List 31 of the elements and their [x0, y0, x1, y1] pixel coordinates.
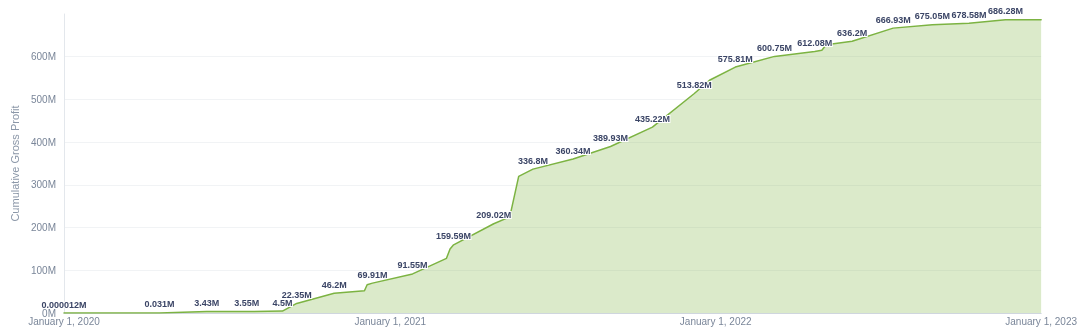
- data-label: 678.58M: [951, 9, 987, 20]
- y-tick-label: 100M: [30, 264, 56, 276]
- data-label: 91.55M: [397, 260, 428, 271]
- data-label: 612.08M: [797, 38, 833, 49]
- y-tick-label: 200M: [30, 222, 56, 234]
- data-label: 0.031M: [144, 299, 175, 310]
- data-label: 336.8M: [517, 155, 548, 166]
- x-tick-label: January 1, 2021: [354, 315, 427, 327]
- data-label: 360.34M: [555, 145, 591, 156]
- x-tick-label: January 1, 2022: [679, 315, 753, 327]
- data-label: 575.81M: [717, 53, 753, 64]
- y-tick-label: 600M: [30, 51, 56, 63]
- data-label: 46.2M: [321, 279, 347, 290]
- data-label: 69.91M: [357, 269, 388, 280]
- data-label: 0.000012M: [41, 299, 87, 310]
- y-axis-title: Cumulative Gross Profit: [8, 105, 21, 222]
- data-label: 389.93M: [593, 132, 629, 143]
- data-label: 675.05M: [914, 11, 950, 22]
- data-label: 636.2M: [837, 27, 868, 38]
- y-tick-label: 400M: [30, 136, 56, 148]
- data-label: 22.35M: [281, 289, 312, 300]
- data-label: 3.43M: [194, 298, 220, 309]
- y-tick-label: 500M: [30, 93, 56, 105]
- y-tick-label: 300M: [30, 179, 56, 191]
- data-label: 4.5M: [272, 297, 293, 308]
- data-label: 3.55M: [234, 297, 260, 308]
- x-tick-label: January 1, 2023: [1005, 315, 1078, 327]
- data-label: 686.28M: [987, 6, 1023, 17]
- data-label: 600.75M: [757, 42, 793, 53]
- data-label: 159.59M: [436, 231, 472, 242]
- data-label: 666.93M: [875, 14, 911, 25]
